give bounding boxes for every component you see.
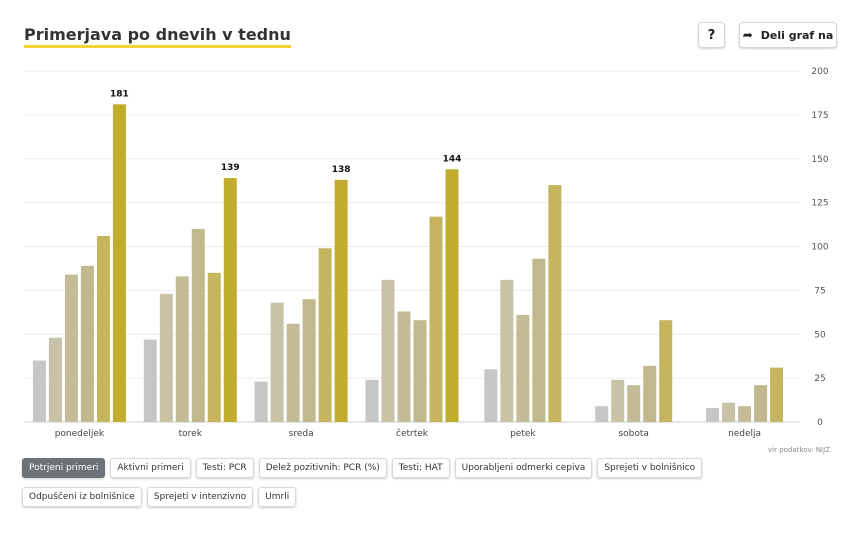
tab-9[interactable]: Umrli xyxy=(258,487,297,507)
tab-5[interactable]: Uporabljeni odmerki cepiva xyxy=(454,458,593,478)
share-button[interactable]: ➦ Deli graf na xyxy=(739,22,837,48)
bar-nedelja-0 xyxy=(706,407,720,422)
x-tick-label-sreda: sreda xyxy=(289,429,314,439)
x-tick-label-četrtek: četrtek xyxy=(396,428,429,439)
bar-nedelja-4 xyxy=(770,367,784,422)
bar-sreda-2 xyxy=(286,323,300,422)
bar-sreda-3 xyxy=(302,299,316,422)
tab-7[interactable]: Odpuščeni iz bolnišnice xyxy=(22,487,142,507)
bar-sobota-3 xyxy=(643,365,657,422)
y-tick-label-175: 175 xyxy=(811,111,828,121)
bar-petek-1 xyxy=(500,279,514,422)
x-tick-label-ponedeljek: ponedeljek xyxy=(55,429,105,439)
bar-četrtek-1 xyxy=(381,279,395,422)
bar-torek-5 xyxy=(223,178,237,422)
bar-chart: 0 25 50 75 100 125 150 175 200 181 ponedeljek 139 to… xyxy=(24,67,829,439)
bar-torek-0 xyxy=(143,339,157,422)
tab-4[interactable]: Testi: HAT xyxy=(391,458,450,478)
y-tick-label-200: 200 xyxy=(811,67,828,77)
bar-torek-1 xyxy=(159,293,173,422)
bar-ponedeljek-3 xyxy=(80,265,94,422)
x-tick-label-nedelja: nedelja xyxy=(728,429,761,439)
bar-sobota-0 xyxy=(595,406,609,422)
bar-petek-2 xyxy=(516,314,530,422)
tab-8[interactable]: Sprejeti v intenzivno xyxy=(146,487,254,507)
bar-petek-4 xyxy=(548,185,562,422)
share-button-label: Deli graf na xyxy=(760,28,834,42)
bar-torek-2 xyxy=(175,276,189,422)
y-tick-label-25: 25 xyxy=(814,374,825,384)
y-tick-label-100: 100 xyxy=(811,243,828,253)
bar-četrtek-4 xyxy=(429,216,443,422)
bar-nedelja-1 xyxy=(722,402,736,422)
y-tick-label-125: 125 xyxy=(811,199,828,209)
bar-ponedeljek-4 xyxy=(96,235,110,422)
bar-četrtek-3 xyxy=(413,320,427,422)
bar-torek-4 xyxy=(207,272,221,422)
bar-ponedeljek-5 xyxy=(112,104,126,422)
chart-title: Primerjava po dnevih v tednu xyxy=(24,26,291,48)
tab-1[interactable]: Aktivni primeri xyxy=(110,458,191,478)
bar-petek-3 xyxy=(532,258,546,422)
data-label-ponedeljek: 181 xyxy=(110,89,129,99)
bar-nedelja-2 xyxy=(738,406,752,422)
bar-ponedeljek-0 xyxy=(32,360,46,422)
bar-torek-3 xyxy=(191,228,205,422)
bar-četrtek-5 xyxy=(445,169,459,422)
y-tick-label-50: 50 xyxy=(814,330,826,340)
tab-3[interactable]: Delež pozitivnih: PCR (%) xyxy=(258,458,387,478)
bar-sreda-0 xyxy=(254,381,268,422)
data-label-torek: 139 xyxy=(221,163,240,173)
x-tick-label-torek: torek xyxy=(179,429,203,439)
y-tick-label-150: 150 xyxy=(811,155,828,165)
bar-sobota-1 xyxy=(611,379,625,422)
bar-petek-0 xyxy=(484,369,498,422)
bar-nedelja-3 xyxy=(754,385,768,422)
share-arrow-icon: ➦ xyxy=(742,28,753,42)
bar-ponedeljek-1 xyxy=(48,337,62,422)
tab-0[interactable]: Potrjeni primeri xyxy=(22,458,106,478)
metric-tabs: Potrjeni primeri Aktivni primeri Testi: PC… xyxy=(22,458,822,516)
bar-sobota-4 xyxy=(659,320,673,422)
y-tick-label-75: 75 xyxy=(814,286,825,296)
help-button[interactable]: ? xyxy=(698,22,725,48)
x-tick-label-petek: petek xyxy=(510,429,536,439)
x-tick-label-sobota: sobota xyxy=(618,429,648,439)
bar-četrtek-0 xyxy=(365,379,379,422)
bar-sreda-1 xyxy=(270,302,284,422)
data-label-četrtek: 144 xyxy=(443,154,462,164)
bar-sreda-5 xyxy=(334,179,348,422)
tab-2[interactable]: Testi: PCR xyxy=(195,458,254,478)
bar-sreda-4 xyxy=(318,248,332,422)
bar-ponedeljek-2 xyxy=(64,274,78,422)
data-label-sreda: 138 xyxy=(332,165,351,175)
bar-četrtek-2 xyxy=(397,311,411,422)
data-source: vir podatkov: NIJZ xyxy=(768,446,830,454)
bar-sobota-2 xyxy=(627,385,641,422)
tab-6[interactable]: Sprejeti v bolnišnico xyxy=(597,458,703,478)
y-tick-label-0: 0 xyxy=(817,418,823,428)
